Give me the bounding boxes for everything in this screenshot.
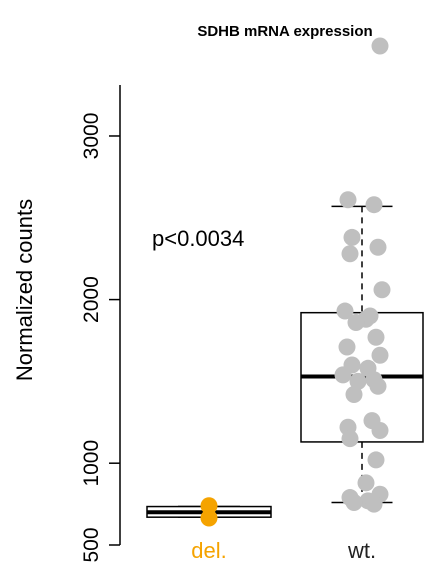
box-group-wt [300, 37, 424, 513]
data-point [341, 245, 359, 263]
y-tick-label: 2000 [80, 276, 103, 323]
data-point [339, 191, 357, 209]
y-tick-label: 1000 [80, 440, 103, 487]
box-groups [146, 37, 424, 527]
data-point [345, 385, 363, 403]
data-point [200, 497, 218, 515]
data-point [371, 37, 389, 55]
data-point [365, 495, 383, 513]
data-point [365, 196, 383, 214]
box-group-del [146, 497, 272, 527]
y-tick-label: 3000 [80, 113, 103, 160]
x-tick-label-wt: wt. [347, 538, 376, 563]
y-axis-ticks: 500 1000 2000 3000 [80, 113, 120, 563]
y-tick-label: 500 [80, 527, 103, 562]
data-point [341, 430, 359, 448]
data-point [369, 377, 387, 395]
data-point [357, 474, 375, 492]
chart-title: SDHB mRNA expression [197, 23, 372, 40]
data-point [367, 451, 385, 469]
data-point [371, 346, 389, 364]
data-point [345, 493, 363, 511]
data-point [338, 338, 356, 356]
data-point [343, 228, 361, 246]
y-axis-label: Normalized counts [12, 199, 37, 381]
data-point [336, 302, 354, 320]
data-point [367, 328, 385, 346]
data-point [371, 421, 389, 439]
data-point [369, 238, 387, 256]
p-value-annotation: p<0.0034 [152, 226, 244, 251]
data-point [200, 509, 218, 527]
data-point [334, 366, 352, 384]
data-point [347, 313, 365, 331]
data-point [373, 281, 391, 299]
data-point [349, 372, 367, 390]
x-axis-labels: del. wt. [191, 538, 376, 563]
x-tick-label-del: del. [191, 538, 226, 563]
